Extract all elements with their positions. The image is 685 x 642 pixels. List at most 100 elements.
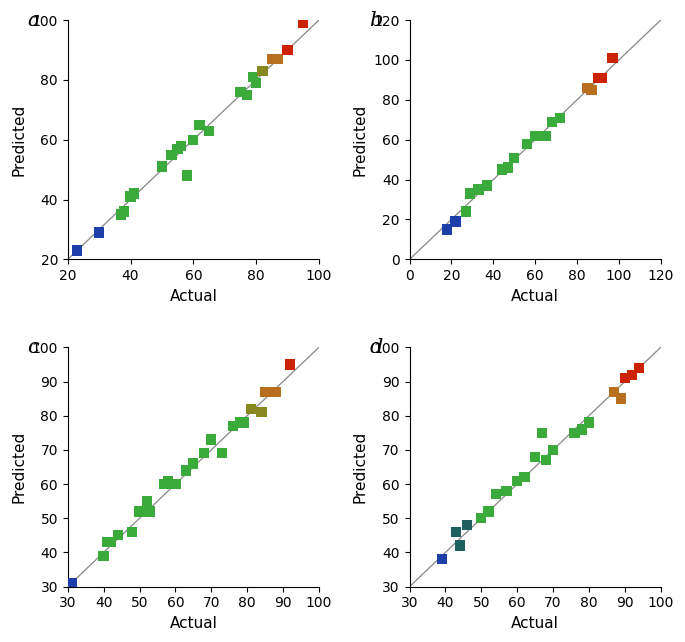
- Point: [582, 83, 593, 93]
- Point: [521, 139, 532, 149]
- Point: [555, 112, 566, 123]
- Point: [282, 45, 293, 55]
- Point: [182, 171, 192, 181]
- Point: [194, 119, 205, 130]
- Point: [125, 191, 136, 202]
- Point: [450, 216, 461, 227]
- Point: [483, 507, 494, 517]
- X-axis label: Actual: Actual: [169, 289, 217, 304]
- Point: [98, 551, 109, 561]
- Point: [145, 507, 155, 517]
- X-axis label: Actual: Actual: [511, 616, 559, 631]
- Point: [442, 224, 453, 234]
- Y-axis label: Predicted: Predicted: [11, 431, 26, 503]
- Point: [608, 386, 619, 397]
- Point: [266, 386, 277, 397]
- Text: b: b: [369, 10, 383, 30]
- Y-axis label: Predicted: Predicted: [353, 103, 368, 176]
- Point: [112, 530, 123, 541]
- Point: [540, 130, 551, 141]
- X-axis label: Actual: Actual: [169, 616, 217, 631]
- Point: [473, 184, 484, 195]
- Point: [128, 189, 139, 199]
- Point: [298, 18, 309, 28]
- Point: [482, 180, 493, 191]
- Point: [245, 404, 256, 414]
- Point: [271, 386, 282, 397]
- Point: [234, 417, 245, 428]
- Text: c: c: [27, 338, 39, 357]
- Point: [576, 424, 587, 435]
- Point: [203, 126, 214, 136]
- Point: [105, 537, 116, 548]
- Text: d: d: [369, 338, 383, 357]
- Point: [454, 541, 465, 551]
- Point: [627, 370, 638, 380]
- Point: [436, 554, 447, 564]
- Point: [634, 363, 645, 373]
- Point: [188, 135, 199, 145]
- Point: [476, 513, 487, 523]
- Point: [509, 153, 520, 163]
- Point: [163, 476, 174, 486]
- Point: [141, 496, 152, 507]
- Point: [503, 162, 514, 173]
- Point: [188, 458, 199, 469]
- Point: [547, 117, 558, 127]
- Point: [586, 85, 597, 95]
- Point: [460, 206, 471, 216]
- Text: a: a: [27, 10, 40, 30]
- Point: [127, 527, 138, 537]
- Point: [273, 54, 284, 64]
- Point: [616, 394, 627, 404]
- Point: [530, 130, 540, 141]
- Point: [72, 245, 83, 256]
- Point: [247, 72, 258, 82]
- Point: [170, 479, 181, 489]
- Point: [94, 227, 105, 238]
- Point: [501, 486, 512, 496]
- Point: [181, 465, 192, 476]
- Point: [285, 360, 296, 370]
- Point: [547, 445, 558, 455]
- Point: [166, 150, 177, 160]
- Point: [251, 78, 262, 88]
- Point: [238, 417, 249, 428]
- Point: [593, 73, 603, 83]
- Point: [537, 428, 548, 438]
- Point: [519, 472, 530, 482]
- Point: [172, 144, 183, 154]
- Point: [490, 489, 501, 499]
- Point: [66, 578, 77, 588]
- Point: [235, 87, 246, 97]
- Point: [530, 451, 540, 462]
- Point: [260, 386, 271, 397]
- Point: [159, 479, 170, 489]
- Point: [227, 421, 238, 431]
- Point: [216, 448, 227, 458]
- Point: [116, 209, 127, 220]
- Point: [462, 520, 473, 530]
- Point: [512, 476, 523, 486]
- Point: [119, 206, 129, 216]
- Point: [256, 407, 267, 417]
- Point: [584, 417, 595, 428]
- Point: [257, 66, 268, 76]
- Point: [465, 189, 476, 199]
- X-axis label: Actual: Actual: [511, 289, 559, 304]
- Point: [607, 53, 618, 63]
- Y-axis label: Predicted: Predicted: [353, 431, 368, 503]
- Y-axis label: Predicted: Predicted: [11, 103, 26, 176]
- Point: [266, 54, 277, 64]
- Point: [619, 373, 630, 383]
- Point: [156, 162, 167, 172]
- Point: [569, 428, 580, 438]
- Point: [199, 448, 210, 458]
- Point: [206, 435, 216, 445]
- Point: [102, 537, 113, 548]
- Point: [540, 455, 551, 465]
- Point: [451, 527, 462, 537]
- Point: [134, 507, 145, 517]
- Point: [241, 90, 252, 100]
- Point: [175, 141, 186, 151]
